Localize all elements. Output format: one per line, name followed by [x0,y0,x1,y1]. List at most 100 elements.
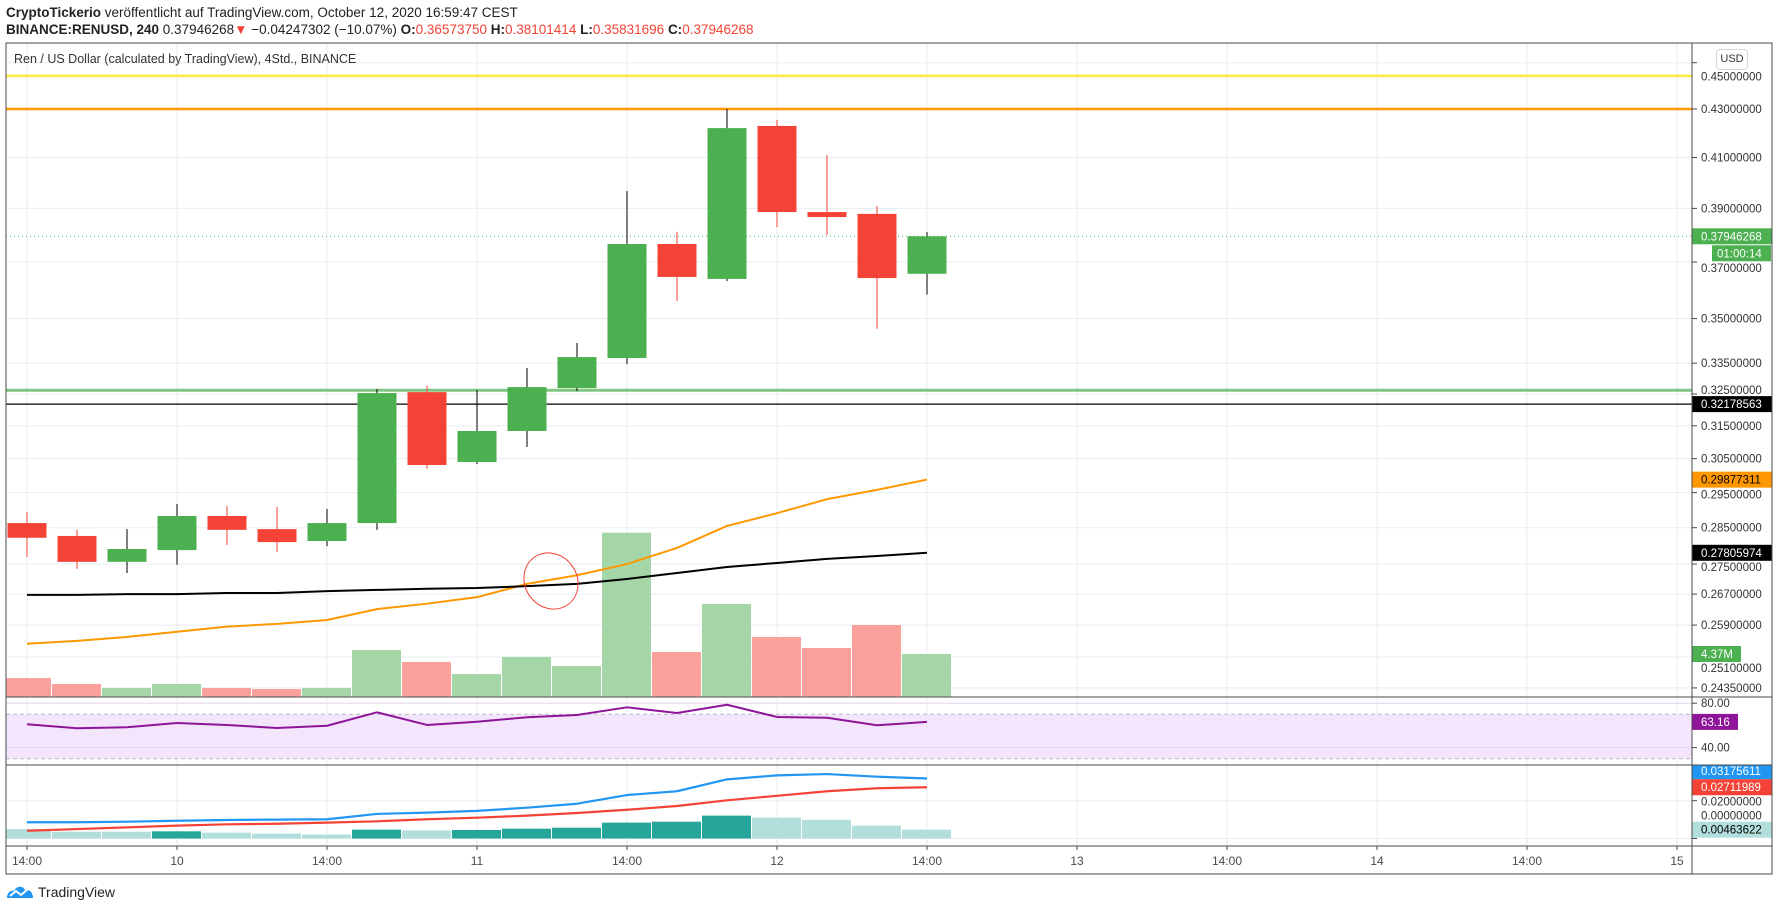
macd-histogram-bar [602,822,651,839]
publish-info: CryptoTickerio veröffentlicht auf Tradin… [6,5,518,20]
candle-body [257,529,297,543]
price-axis-label: 0.30500000 [1701,454,1762,466]
badge-label: 0.32178563 [1701,399,1762,411]
macd-histogram-bar [652,821,701,839]
candle-down[interactable] [807,155,847,236]
candle-down[interactable] [257,506,297,552]
high-label: H: [490,22,505,37]
badge-label: 0.27805974 [1701,548,1762,560]
candle-up[interactable] [907,232,947,295]
price-axis: 0.45000000 0.43000000 0.41000000 0.39000000… [1692,62,1762,839]
candle-up[interactable] [357,388,397,530]
tradingview-logo[interactable]: TradingView [6,884,115,900]
badge-background [1692,779,1772,796]
candle-down[interactable] [857,206,897,329]
candle-up[interactable] [507,368,547,448]
volume-bar [852,624,901,697]
volume-bar [752,636,801,697]
volume-bar [152,684,201,697]
candle-down[interactable] [57,529,97,569]
badge-label: 0.02711989 [1701,782,1761,794]
close-label: C: [667,22,683,37]
candle-up[interactable] [707,109,747,282]
macd-histogram-bar [702,815,751,839]
axis-badge: 0.37946268 [1692,228,1772,245]
price-change: −0.04247302 (−10.07%) [251,22,397,37]
volume-bar [6,678,51,697]
badge-background [1692,713,1738,730]
symbol: BINANCE:RENUSD, 240 [6,22,160,37]
candle-up[interactable] [307,508,347,547]
macd-axis-label: 0.00000000 [1701,811,1762,823]
ellipse-annotation[interactable] [513,542,589,619]
candle-up[interactable] [157,504,197,565]
time-axis-label: 14 [1370,854,1384,868]
badge-background [1692,765,1772,780]
candle-body [857,213,897,279]
price-axis-label: 0.27500000 [1701,562,1762,574]
time-axis-label: 13 [1070,854,1084,868]
volume-bar [502,656,551,697]
badge-label: 4.37M [1701,649,1733,661]
candle-body [907,236,947,274]
candle-body [407,392,447,466]
macd-histogram-bar [452,829,501,839]
volume-bar [802,647,851,697]
candle-up[interactable] [557,342,597,392]
rsi-axis-label: 80.00 [1701,698,1730,710]
price-axis-label: 0.28500000 [1701,523,1762,535]
currency-button[interactable]: USD [1716,49,1748,70]
macd-histogram-bar [6,829,51,839]
volume-bar [902,653,951,697]
rsi-axis-label: 40.00 [1701,743,1730,755]
axis-badge: 0.03175611 [1692,765,1772,780]
close-value: 0.37946268 [682,22,754,37]
price-axis-label: 0.45000000 [1701,72,1762,84]
candle-down[interactable] [757,119,797,228]
candle-up[interactable] [107,529,147,573]
candle-down[interactable] [207,506,247,545]
logo-text: TradingView [38,884,116,900]
price-axis-label: 0.25100000 [1701,663,1762,675]
candle-up[interactable] [607,191,647,365]
candle-up[interactable] [457,389,497,465]
volume-bar [402,661,451,697]
badge-label: 0.03175611 [1701,766,1761,778]
candle-down[interactable] [7,512,47,558]
macd-histogram-bar [52,831,101,839]
candle-body [807,212,847,218]
badge-label: 01:00:14 [1717,248,1762,260]
down-arrow-icon: ▼ [234,22,248,37]
macd-histogram-bar [902,829,951,839]
time-axis-label: 15 [1670,854,1684,868]
candle-body [57,535,97,562]
axis-badge: 0.32178563 [1692,396,1772,413]
price-axis-label: 0.37000000 [1701,263,1762,275]
badge-background [1712,245,1771,262]
macd-histogram-bar [852,825,901,839]
tradingview-cloud-icon [7,886,33,898]
axis-badge: 01:00:14 [1712,245,1771,262]
candle-body [207,515,247,530]
volume-bar [452,673,501,697]
volume-bar [252,689,301,697]
macd-histogram-bar [502,828,551,839]
time-axis-label: 10 [170,854,184,868]
price-axis-label: 0.39000000 [1701,203,1762,215]
low-label: L: [580,22,593,37]
price-axis-label: 0.43000000 [1701,104,1762,116]
last-price: 0.37946268 [162,22,235,37]
moving-average-slow-line [27,551,928,596]
open-label: O: [400,22,416,37]
main-pane [6,74,1692,697]
publish-text: veröffentlicht auf TradingView.com, Octo… [101,5,518,20]
volume-bar [552,666,601,697]
badge-background [1692,396,1772,413]
author-name[interactable]: CryptoTickerio [6,5,102,20]
candle-down[interactable] [407,385,447,469]
candle-down[interactable] [657,231,697,301]
macd-histogram-bar [552,827,601,839]
macd-histogram-bar [352,829,401,839]
macd-histogram-bar [152,831,201,839]
